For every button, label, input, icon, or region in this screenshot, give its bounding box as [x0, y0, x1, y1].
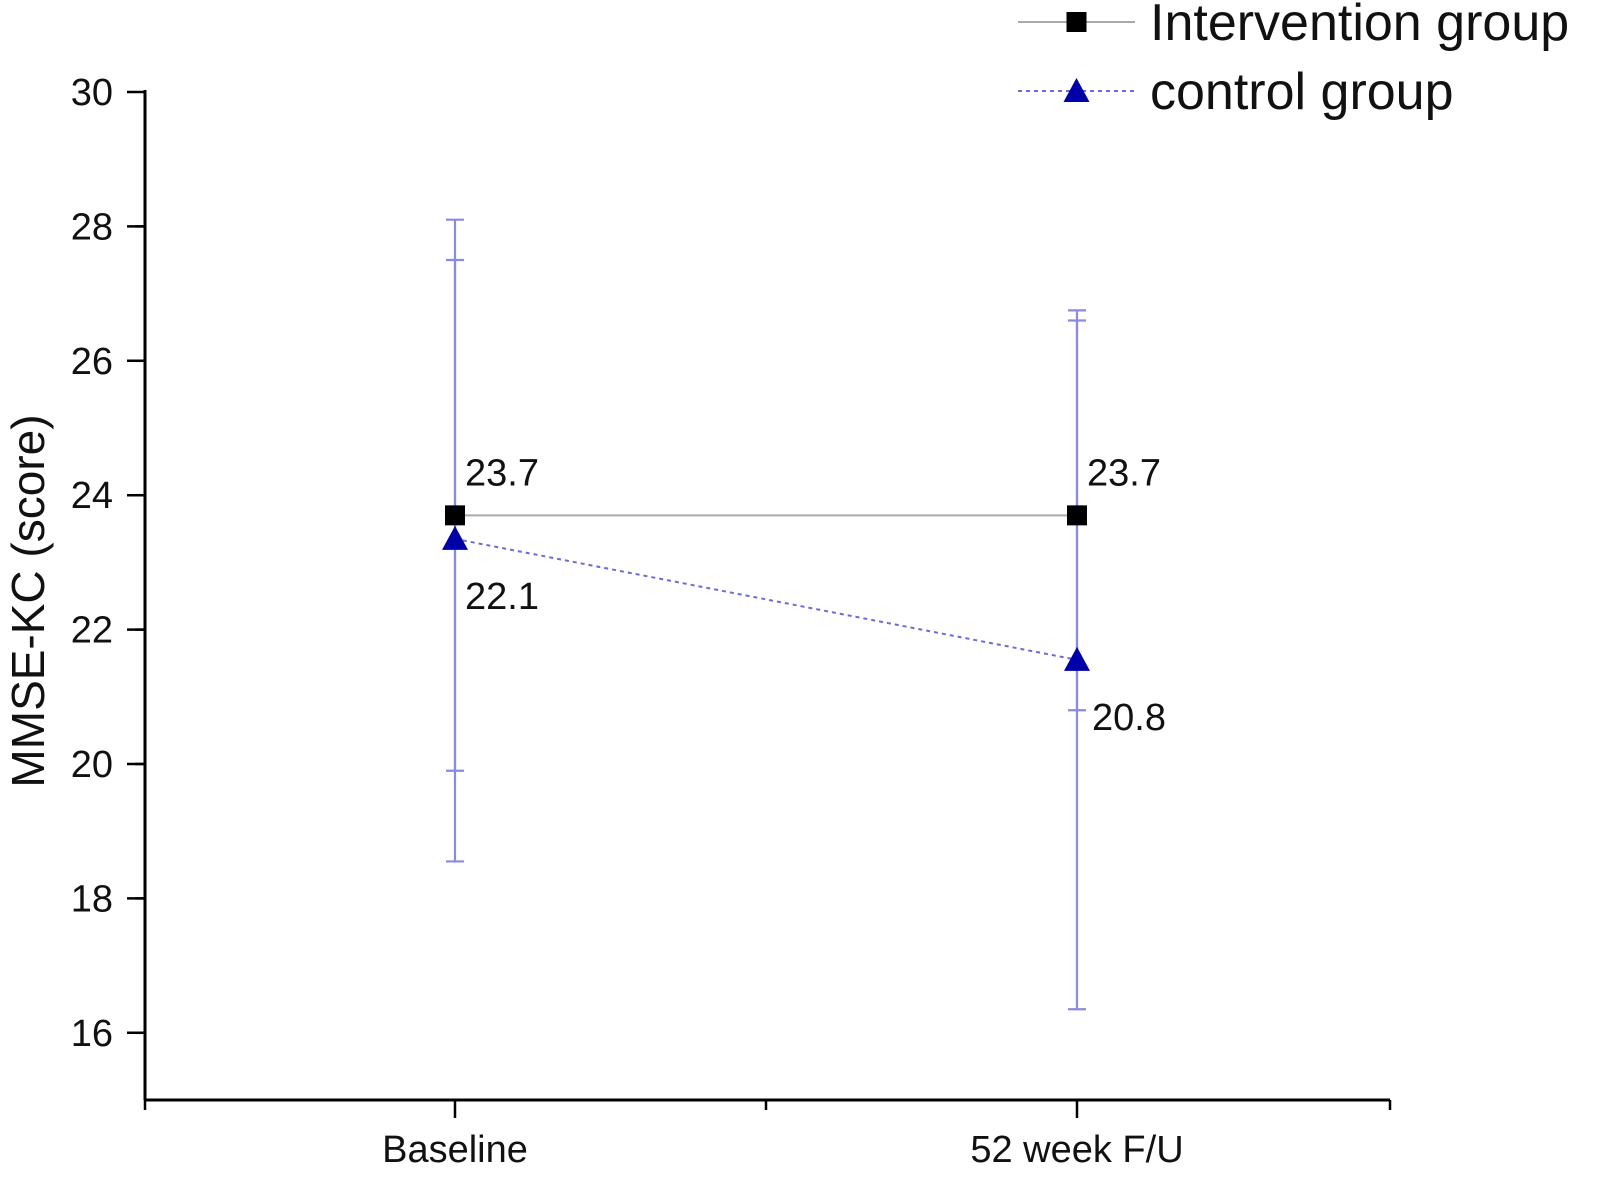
- y-tick-label: 20: [71, 744, 113, 786]
- data-label: 20.8: [1092, 697, 1166, 739]
- data-label: 23.7: [1087, 452, 1161, 494]
- legend-label-intervention: Intervention group: [1150, 0, 1569, 52]
- y-tick-label: 24: [71, 475, 113, 517]
- x-tick-label: Baseline: [382, 1129, 528, 1171]
- y-tick-label: 26: [71, 341, 113, 383]
- y-tick-label: 16: [71, 1013, 113, 1055]
- square-marker: [1067, 505, 1087, 526]
- legend-square-marker: [1066, 12, 1087, 32]
- y-tick-label: 30: [71, 72, 113, 114]
- y-tick-label: 18: [71, 878, 113, 920]
- square-marker: [445, 505, 465, 526]
- triangle-marker: [1064, 646, 1090, 671]
- legend-label-control: control group: [1150, 63, 1454, 121]
- series-line-1: [454, 537, 1078, 661]
- y-axis-title: MMSE-KC (score): [2, 414, 54, 787]
- data-label: 22.1: [465, 576, 539, 618]
- data-label: 23.7: [465, 452, 539, 494]
- x-tick-label: 52 week F/U: [970, 1129, 1183, 1171]
- legend-triangle-marker: [1063, 78, 1090, 102]
- triangle-marker: [442, 525, 468, 550]
- y-tick-label: 28: [71, 206, 113, 248]
- y-tick-label: 22: [71, 610, 113, 652]
